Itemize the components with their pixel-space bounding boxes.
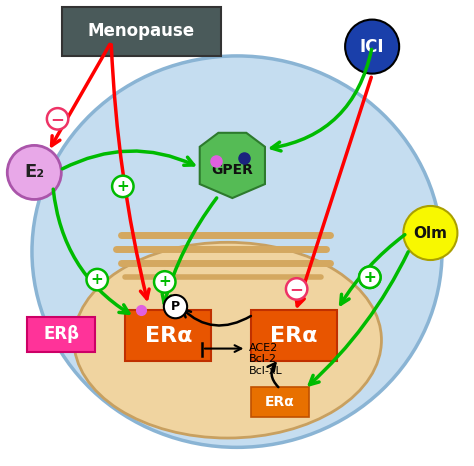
Circle shape bbox=[7, 145, 61, 199]
Circle shape bbox=[403, 206, 457, 260]
FancyBboxPatch shape bbox=[125, 310, 211, 361]
Circle shape bbox=[86, 269, 108, 290]
FancyBboxPatch shape bbox=[251, 310, 337, 361]
Polygon shape bbox=[200, 133, 265, 198]
Text: +: + bbox=[364, 270, 376, 285]
Text: E₂: E₂ bbox=[24, 164, 45, 181]
Circle shape bbox=[359, 267, 381, 288]
Text: −: − bbox=[51, 110, 64, 128]
Text: ERβ: ERβ bbox=[43, 325, 79, 343]
Circle shape bbox=[112, 176, 134, 197]
Circle shape bbox=[47, 108, 68, 130]
Circle shape bbox=[164, 295, 187, 318]
Text: GPER: GPER bbox=[211, 163, 253, 177]
FancyBboxPatch shape bbox=[251, 387, 309, 417]
Ellipse shape bbox=[74, 242, 382, 438]
Text: ICI: ICI bbox=[360, 38, 384, 55]
Text: Menopause: Menopause bbox=[88, 22, 195, 41]
Text: Olm: Olm bbox=[413, 226, 447, 240]
Circle shape bbox=[359, 267, 381, 288]
Text: P: P bbox=[171, 300, 180, 313]
Circle shape bbox=[345, 20, 399, 74]
Text: +: + bbox=[117, 179, 129, 194]
FancyBboxPatch shape bbox=[27, 317, 95, 352]
Text: +: + bbox=[158, 274, 171, 289]
Text: +: + bbox=[364, 270, 376, 285]
Ellipse shape bbox=[32, 56, 442, 447]
Text: −: − bbox=[290, 280, 303, 298]
FancyBboxPatch shape bbox=[62, 7, 221, 56]
Text: +: + bbox=[91, 272, 104, 287]
Circle shape bbox=[286, 278, 307, 300]
Circle shape bbox=[154, 271, 175, 293]
Text: ERα: ERα bbox=[265, 395, 295, 409]
Text: ERα: ERα bbox=[270, 326, 318, 345]
Text: ACE2
Bcl-2
Bcl-xL: ACE2 Bcl-2 Bcl-xL bbox=[249, 343, 283, 376]
Text: ERα: ERα bbox=[145, 326, 192, 345]
